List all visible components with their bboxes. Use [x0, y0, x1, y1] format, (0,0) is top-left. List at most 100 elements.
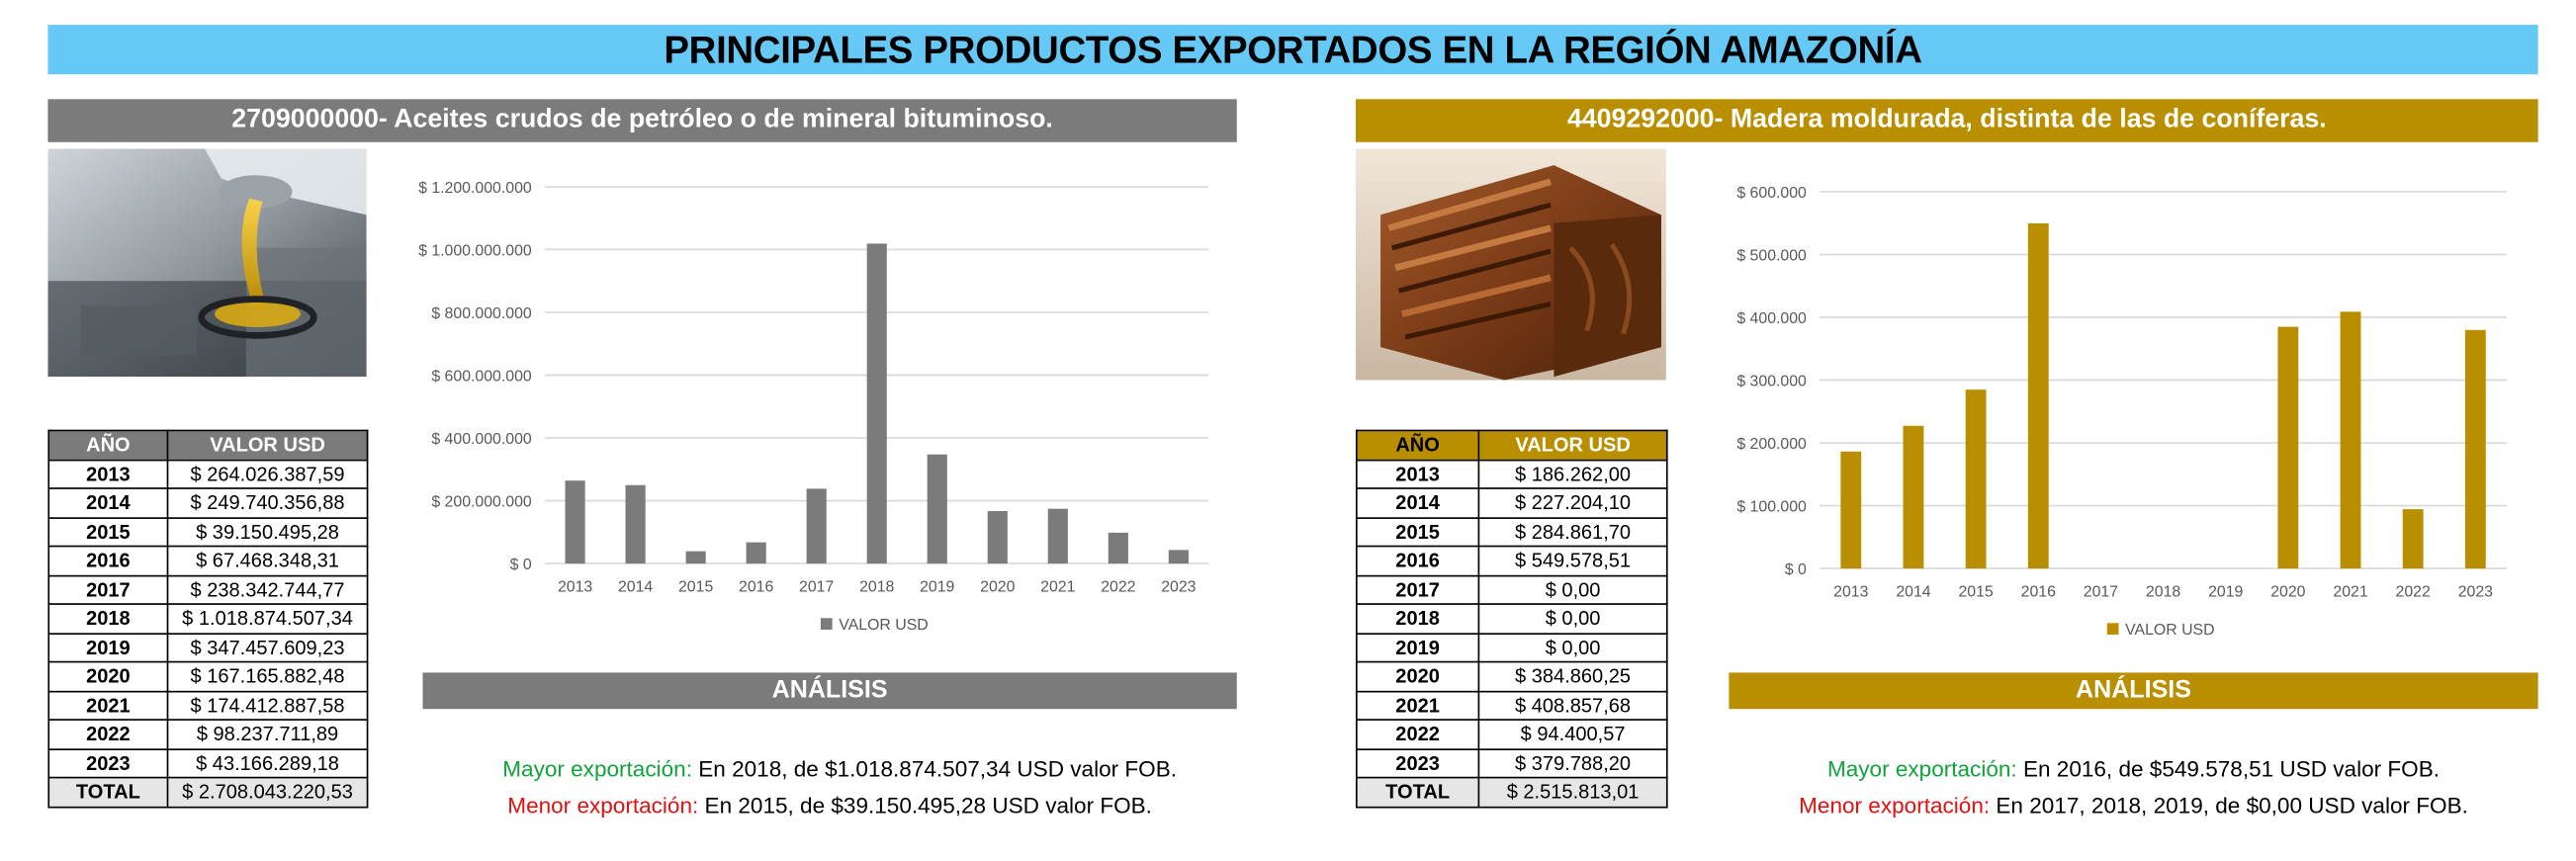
table-row: 2017 $ 238.342.744,77 [47, 573, 369, 605]
x-tick-label: 2015 [1958, 584, 1993, 601]
min-export-left: Menor exportación: En 2015, de $39.150.4… [422, 793, 1236, 818]
y-tick-label: $ 600.000.000 [431, 368, 532, 385]
bar [625, 484, 646, 564]
max-export-right: Mayor exportación: En 2016, de $549.578,… [1729, 757, 2537, 782]
value-cell: $ 284.861,70 [1477, 516, 1668, 548]
value-cell: $ 43.166.289,18 [166, 747, 369, 779]
year-cell: 2022 [47, 719, 169, 750]
x-tick-label: 2022 [2396, 584, 2431, 601]
product-title-left: 2709000000- Aceites crudos de petróleo o… [47, 99, 1237, 142]
table-row: 2013 $ 186.262,00 [1355, 458, 1668, 489]
table-row: 2014 $ 227.204,10 [1355, 487, 1668, 519]
year-cell: 2021 [1355, 689, 1480, 721]
year-cell: 2018 [1355, 603, 1480, 635]
x-tick-label: 2014 [618, 578, 653, 595]
table-row: 2021 $ 408.857,68 [1355, 689, 1668, 721]
table-row: 2016 $ 549.578,51 [1355, 545, 1668, 576]
bar [685, 551, 706, 564]
min-label: Menor exportación: [1799, 793, 1991, 818]
value-cell: $ 549.578,51 [1477, 545, 1668, 576]
x-tick-label: 2019 [920, 578, 954, 595]
bar-chart-left: $ 0 $ 200.000.000 $ 400.000.000 $ 600.000.0… [418, 180, 1209, 634]
legend-label: VALOR USD [2125, 622, 2214, 639]
bar [565, 480, 585, 564]
value-cell: $ 379.788,20 [1477, 747, 1668, 779]
max-label: Mayor exportación: [502, 756, 692, 782]
bar [806, 488, 827, 564]
col-value: VALOR USD [166, 429, 369, 461]
bar [927, 454, 947, 564]
year-cell: 2014 [47, 487, 169, 519]
max-label: Mayor exportación: [1826, 756, 2017, 782]
value-cell: $ 0,00 [1477, 632, 1668, 663]
y-tick-label: $ 200.000.000 [431, 493, 532, 510]
bar [2027, 222, 2049, 569]
table-row: 2019 $ 347.457.609,23 [47, 632, 369, 663]
year-cell: 2016 [47, 545, 169, 576]
x-tick-label: 2016 [739, 578, 773, 595]
export-table-left: AÑO VALOR USD 2013 $ 264.026.387,59 2014 $ … [47, 429, 369, 808]
table-row: 2014 $ 249.740.356,88 [47, 487, 369, 519]
page-title: PRINCIPALES PRODUCTOS EXPORTADOS EN LA R… [47, 25, 2538, 75]
year-cell: 2023 [1355, 747, 1480, 779]
export-table-right: AÑO VALOR USD 2013 $ 186.262,00 2014 $ 227.… [1355, 429, 1668, 808]
year-cell: 2020 [47, 660, 169, 692]
x-tick-label: 2014 [1896, 584, 1930, 601]
year-cell: 2021 [47, 689, 169, 721]
max-text: En 2016, de $549.578,51 USD valor FOB. [2016, 756, 2441, 782]
col-value: VALOR USD [1477, 429, 1668, 461]
value-cell: $ 167.165.882,48 [166, 660, 369, 692]
year-cell: 2019 [47, 632, 169, 663]
bar [2340, 311, 2361, 569]
year-cell: 2019 [1355, 632, 1480, 663]
value-cell: $ 39.150.495,28 [166, 516, 369, 548]
value-cell: $ 1.018.874.507,34 [166, 603, 369, 635]
value-cell: $ 249.740.356,88 [166, 487, 369, 519]
table-row: 2022 $ 94.400,57 [1355, 719, 1668, 750]
bar [1047, 508, 1068, 564]
y-tick-label: $ 800.000.000 [431, 305, 532, 322]
table-row: 2015 $ 284.861,70 [1355, 516, 1668, 548]
y-tick-label: $ 400.000 [1736, 310, 1807, 327]
bar [987, 510, 1008, 564]
value-cell: $ 238.342.744,77 [166, 573, 369, 605]
value-cell: $ 408.857,68 [1477, 689, 1668, 721]
value-cell: $ 0,00 [1477, 573, 1668, 605]
legend-label: VALOR USD [839, 617, 928, 634]
x-tick-label: 2015 [678, 578, 713, 595]
table-row: 2016 $ 67.468.348,31 [47, 545, 369, 576]
table-row: 2020 $ 167.165.882,48 [47, 660, 369, 692]
y-tick-label: $ 100.000 [1736, 498, 1807, 515]
value-cell: $ 347.457.609,23 [166, 632, 369, 663]
x-tick-label: 2013 [1833, 584, 1868, 601]
year-cell: 2023 [47, 747, 169, 779]
year-cell: 2013 [47, 458, 169, 489]
min-text: En 2017, 2018, 2019, de $0,00 USD valor … [1990, 793, 2468, 818]
total-row: TOTAL $ 2.708.043.220,53 [47, 776, 369, 808]
x-tick-label: 2020 [980, 578, 1015, 595]
x-tick-label: 2021 [1040, 578, 1075, 595]
x-tick-label: 2017 [2084, 584, 2118, 601]
max-text: En 2018, de $1.018.874.507,34 USD valor … [691, 756, 1178, 782]
bar [1840, 451, 1862, 569]
x-tick-label: 2013 [558, 578, 592, 595]
value-cell: $ 384.860,25 [1477, 660, 1668, 692]
year-cell: 2016 [1355, 545, 1480, 576]
value-cell: $ 67.468.348,31 [166, 545, 369, 576]
bar [866, 243, 887, 564]
year-cell: 2018 [47, 603, 169, 635]
table-row: 2019 $ 0,00 [1355, 632, 1668, 663]
oil-pouring-photo [47, 148, 367, 378]
x-tick-label: 2020 [2270, 584, 2305, 601]
col-year: AÑO [47, 429, 169, 461]
y-tick-label: $ 1.200.000.000 [418, 180, 532, 197]
table-row: 2020 $ 384.860,25 [1355, 660, 1668, 692]
y-tick-label: $ 1.000.000.000 [418, 242, 532, 259]
min-text: En 2015, de $39.150.495,28 USD valor FOB… [698, 793, 1152, 818]
bar [2402, 509, 2424, 569]
bar-chart-right: $ 0 $ 100.000 $ 200.000 $ 300.000 $ 400.000 $… [1736, 185, 2507, 639]
y-tick-label: $ 0 [1785, 561, 1807, 578]
table-row: 2023 $ 43.166.289,18 [47, 747, 369, 779]
value-cell: $ 174.412.887,58 [166, 689, 369, 721]
x-tick-label: 2018 [859, 578, 894, 595]
